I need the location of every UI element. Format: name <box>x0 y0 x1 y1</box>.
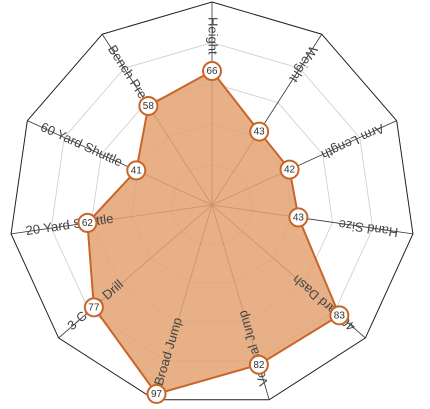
data-marker <box>83 297 104 318</box>
value-label: 41 <box>131 166 143 177</box>
data-marker <box>146 383 167 404</box>
value-label: 97 <box>151 389 163 400</box>
axis-label: Weight <box>286 43 321 85</box>
value-label: 83 <box>334 310 346 321</box>
data-marker <box>329 305 350 326</box>
data-marker <box>77 212 98 233</box>
data-marker <box>279 159 300 180</box>
data-marker <box>249 121 270 142</box>
data-marker <box>288 207 309 228</box>
value-label: 82 <box>253 360 265 371</box>
data-marker <box>138 95 159 116</box>
value-label: 66 <box>206 66 218 77</box>
value-label: 43 <box>293 213 305 224</box>
value-label: 77 <box>88 303 100 314</box>
outer-ring <box>10 1 414 401</box>
value-label: 43 <box>254 127 266 138</box>
axis-label: Arm Length <box>319 121 386 163</box>
data-marker <box>202 61 222 82</box>
data-marker <box>126 160 147 181</box>
value-label: 42 <box>284 165 296 176</box>
axis-label: Hand Size <box>337 217 399 240</box>
value-label: 58 <box>143 101 155 112</box>
axis-label: Height <box>206 17 221 55</box>
value-label: 62 <box>82 218 94 229</box>
data-marker <box>248 354 269 375</box>
axis-label: 60 Yard Shuttle <box>38 119 125 169</box>
data-area <box>86 69 341 396</box>
